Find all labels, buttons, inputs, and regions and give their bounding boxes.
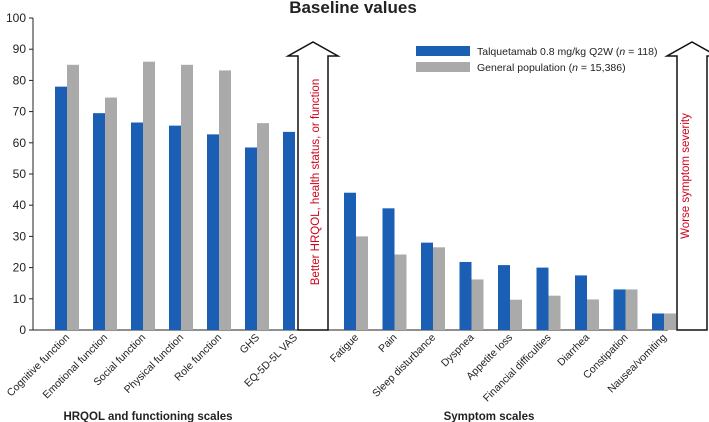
bar-talquetamab bbox=[459, 261, 472, 330]
y-tick-label: 90 bbox=[13, 42, 27, 56]
bar-general-population bbox=[625, 289, 638, 330]
y-tick-label: 0 bbox=[19, 323, 26, 337]
bar-talquetamab bbox=[283, 131, 295, 330]
bar-talquetamab bbox=[536, 267, 549, 330]
legend-swatch-talquetamab bbox=[416, 46, 470, 56]
bar-general-population bbox=[394, 254, 407, 330]
bar-talquetamab bbox=[245, 147, 257, 330]
x-tick-label: Cognitive function bbox=[5, 332, 73, 400]
bar-talquetamab bbox=[131, 122, 143, 331]
bar-talquetamab bbox=[575, 275, 587, 330]
bars bbox=[55, 61, 676, 331]
x-tick-label: Diarrhea bbox=[555, 332, 592, 369]
y-tick-label: 80 bbox=[13, 73, 27, 87]
bar-talquetamab bbox=[652, 313, 664, 330]
y-tick-label: 100 bbox=[6, 11, 26, 25]
bar-talquetamab bbox=[169, 125, 181, 330]
bar-general-population bbox=[181, 64, 193, 331]
y-tick-label: 70 bbox=[13, 105, 27, 119]
y-tick-label: 20 bbox=[13, 261, 27, 275]
bar-talquetamab bbox=[93, 113, 105, 330]
x-tick-label: Dyspnea bbox=[439, 332, 477, 370]
legend-swatch-general-population bbox=[416, 62, 470, 72]
legend: Talquetamab 0.8 mg/kg Q2W (n = 118) Gene… bbox=[416, 46, 657, 74]
x-tick-label: GHS bbox=[238, 332, 263, 357]
bar-general-population bbox=[664, 313, 676, 330]
bar-talquetamab bbox=[344, 192, 356, 330]
worse-arrow-label: Worse symptom severity bbox=[680, 113, 692, 239]
bar-talquetamab bbox=[613, 289, 626, 330]
y-tick-label: 10 bbox=[13, 292, 27, 306]
chart-title: Baseline values bbox=[289, 0, 417, 17]
y-tick-label: 40 bbox=[13, 198, 27, 212]
group-label-hrqol: HRQOL and functioning scales bbox=[63, 411, 232, 422]
y-tick-label: 60 bbox=[13, 136, 27, 150]
bar-general-population bbox=[471, 279, 484, 330]
bar-general-population bbox=[433, 247, 445, 330]
bar-general-population bbox=[510, 299, 522, 330]
x-tick-label: Emotional function bbox=[41, 332, 111, 402]
bar-general-population bbox=[219, 70, 231, 330]
bar-general-population bbox=[105, 97, 117, 330]
bar-talquetamab bbox=[382, 208, 395, 330]
bar-general-population bbox=[548, 295, 561, 330]
y-tick-label: 30 bbox=[13, 229, 27, 243]
bar-general-population bbox=[257, 123, 269, 330]
bar-general-population bbox=[67, 64, 79, 331]
bar-talquetamab bbox=[55, 86, 67, 330]
x-tick-label: Financial difficulties bbox=[481, 332, 554, 405]
bar-general-population bbox=[356, 236, 368, 330]
arrows: Better HRQOL, health status, or function… bbox=[285, 41, 709, 331]
bar-general-population bbox=[143, 61, 155, 331]
better-arrow-label: Better HRQOL, health status, or function bbox=[310, 79, 322, 285]
worse-arrow bbox=[664, 41, 709, 331]
bar-talquetamab bbox=[421, 242, 433, 330]
x-tick-label: Fatigue bbox=[328, 332, 361, 365]
bar-general-population bbox=[587, 299, 599, 330]
bar-talquetamab bbox=[207, 134, 219, 330]
better-arrow bbox=[285, 41, 341, 331]
bar-talquetamab bbox=[498, 265, 510, 330]
legend-label-talquetamab: Talquetamab 0.8 mg/kg Q2W (n = 118) bbox=[477, 46, 657, 58]
group-label-symptoms: Symptom scales bbox=[444, 411, 535, 422]
legend-label-general-population: General population (n = 15,386) bbox=[477, 62, 626, 74]
x-tick-label: Pain bbox=[376, 332, 399, 355]
y-tick-label: 50 bbox=[13, 167, 27, 181]
